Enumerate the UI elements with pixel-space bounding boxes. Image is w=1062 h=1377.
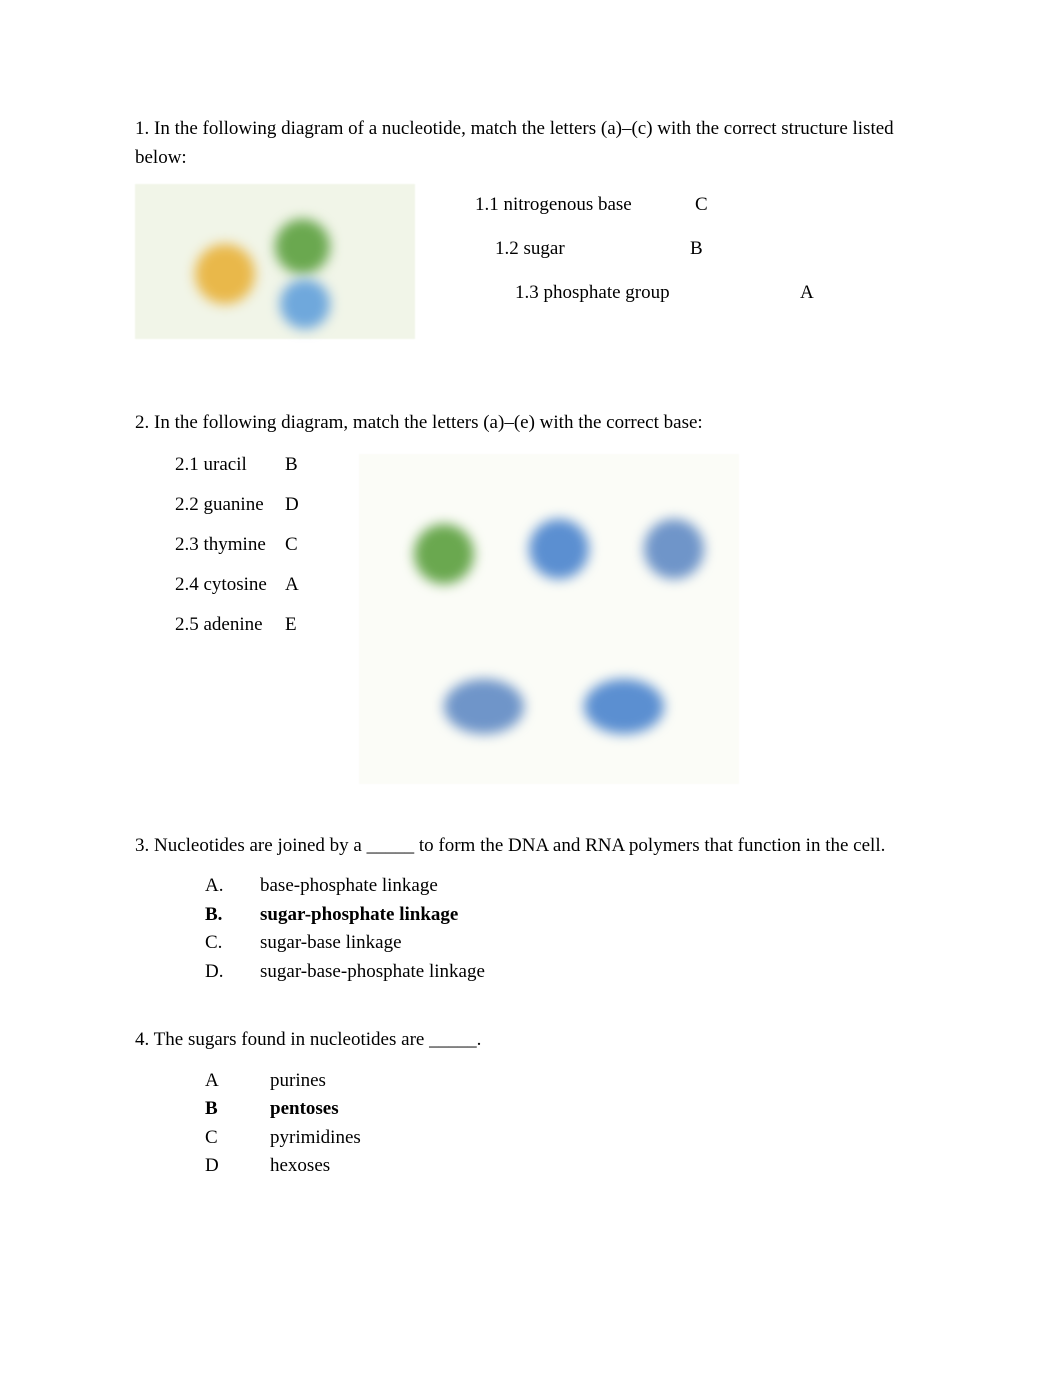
q2-item-4-answer: A: [285, 574, 299, 596]
q4-option-b-text: pentoses: [270, 1095, 339, 1124]
q3-option-d-text: sugar-base-phosphate linkage: [260, 958, 485, 987]
q1-answers: 1.1 nitrogenous base C 1.2 sugar B 1.3 p…: [445, 184, 927, 326]
q1-item-2: 1.2 sugar B: [445, 238, 927, 260]
q2-item-1-answer: B: [285, 454, 298, 476]
q4-prompt: 4. The sugars found in nucleotides are _…: [135, 1026, 927, 1055]
q3-option-c: C. sugar-base linkage: [205, 929, 927, 958]
q1-prompt: 1. In the following diagram of a nucleot…: [135, 115, 927, 172]
q4-option-b: B pentoses: [205, 1095, 927, 1124]
q1-item-3-label: 1.3 phosphate group: [515, 282, 800, 304]
q1-diagram-image: [135, 184, 415, 339]
q4-prompt-pre: 4. The sugars found in nucleotides are: [135, 1029, 429, 1050]
q3-option-b-letter: B.: [205, 901, 260, 930]
q2-item-5-answer: E: [285, 614, 297, 636]
q2-item-5-label: 2.5 adenine: [175, 614, 285, 636]
q2-item-4: 2.4 cytosine A: [175, 574, 299, 596]
q3-option-d: D. sugar-base-phosphate linkage: [205, 958, 927, 987]
q3-blank: _____: [367, 835, 415, 856]
q4-options: A purines B pentoses C pyrimidines D hex…: [205, 1067, 927, 1181]
q3-option-a-text: base-phosphate linkage: [260, 872, 438, 901]
q3-option-a: A. base-phosphate linkage: [205, 872, 927, 901]
q1-item-3: 1.3 phosphate group A: [445, 282, 927, 304]
q4-option-c-text: pyrimidines: [270, 1124, 361, 1153]
q2-item-5: 2.5 adenine E: [175, 614, 299, 636]
q4-option-a-letter: A: [205, 1067, 270, 1096]
q2-prompt: 2. In the following diagram, match the l…: [135, 409, 927, 438]
question-4: 4. The sugars found in nucleotides are _…: [135, 1026, 927, 1181]
q2-item-3-label: 2.3 thymine: [175, 534, 285, 556]
q3-prompt-pre: 3. Nucleotides are joined by a: [135, 835, 367, 856]
q1-item-3-answer: A: [800, 282, 814, 304]
q3-option-b: B. sugar-phosphate linkage: [205, 901, 927, 930]
q2-content-row: 2.1 uracil B 2.2 guanine D 2.3 thymine C…: [135, 454, 927, 784]
q3-prompt: 3. Nucleotides are joined by a _____ to …: [135, 832, 927, 861]
q4-option-d: D hexoses: [205, 1152, 927, 1181]
q1-item-1: 1.1 nitrogenous base C: [445, 194, 927, 216]
q2-item-1-label: 2.1 uracil: [175, 454, 285, 476]
q4-option-b-letter: B: [205, 1095, 270, 1124]
q2-item-4-label: 2.4 cytosine: [175, 574, 285, 596]
q2-item-3: 2.3 thymine C: [175, 534, 299, 556]
q4-option-c: C pyrimidines: [205, 1124, 927, 1153]
question-2: 2. In the following diagram, match the l…: [135, 409, 927, 784]
q4-option-c-letter: C: [205, 1124, 270, 1153]
q4-option-a: A purines: [205, 1067, 927, 1096]
q3-option-c-letter: C.: [205, 929, 260, 958]
q2-answers: 2.1 uracil B 2.2 guanine D 2.3 thymine C…: [175, 454, 299, 654]
q4-prompt-post: .: [477, 1029, 482, 1050]
q3-option-d-letter: D.: [205, 958, 260, 987]
q4-option-a-text: purines: [270, 1067, 326, 1096]
q3-prompt-post: to form the DNA and RNA polymers that fu…: [414, 835, 885, 856]
q1-item-1-label: 1.1 nitrogenous base: [475, 194, 695, 216]
q3-option-b-text: sugar-phosphate linkage: [260, 901, 458, 930]
q2-item-1: 2.1 uracil B: [175, 454, 299, 476]
question-1: 1. In the following diagram of a nucleot…: [135, 115, 927, 339]
q2-item-3-answer: C: [285, 534, 298, 556]
q4-blank: _____: [429, 1029, 477, 1050]
q1-item-1-answer: C: [695, 194, 708, 216]
q2-item-2-label: 2.2 guanine: [175, 494, 285, 516]
q3-option-a-letter: A.: [205, 872, 260, 901]
q1-content-row: 1.1 nitrogenous base C 1.2 sugar B 1.3 p…: [135, 184, 927, 339]
question-3: 3. Nucleotides are joined by a _____ to …: [135, 832, 927, 987]
q3-options: A. base-phosphate linkage B. sugar-phosp…: [205, 872, 927, 986]
q2-item-2-answer: D: [285, 494, 299, 516]
q4-option-d-text: hexoses: [270, 1152, 330, 1181]
q2-diagram-image: [359, 454, 739, 784]
q1-item-2-label: 1.2 sugar: [495, 238, 690, 260]
q2-item-2: 2.2 guanine D: [175, 494, 299, 516]
q3-option-c-text: sugar-base linkage: [260, 929, 402, 958]
q1-item-2-answer: B: [690, 238, 703, 260]
q4-option-d-letter: D: [205, 1152, 270, 1181]
